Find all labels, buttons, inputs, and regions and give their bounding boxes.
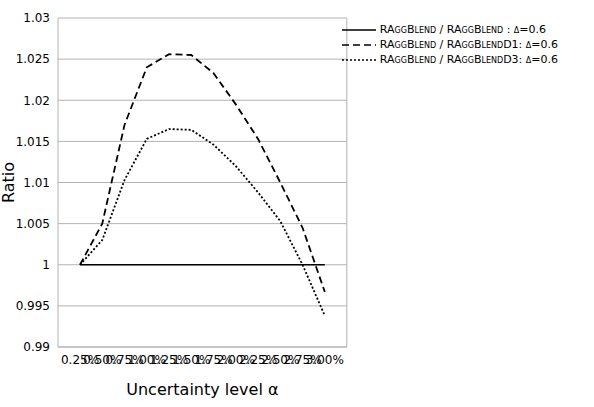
svg-text:2.75%: 2.75% bbox=[283, 352, 322, 367]
svg-text:Ratio: Ratio bbox=[8, 162, 18, 203]
svg-text:3.00%: 3.00% bbox=[306, 353, 344, 367]
svg-text:1.01: 1.01 bbox=[23, 176, 50, 190]
svg-text:Uncertainty level α: Uncertainty level α bbox=[126, 380, 278, 399]
svg-text:0.50%: 0.50% bbox=[83, 352, 122, 367]
html-text:RAggBlend / RAggBlendD1: δ=0.6: RAggBlend / RAggBlendD1: δ=0.6 bbox=[379, 38, 558, 51]
svg-text:1.015: 1.015 bbox=[16, 135, 50, 149]
html-text:RAggBlend / RAggBlendD3: δ=0.6: RAggBlend / RAggBlendD3: δ=0.6 bbox=[379, 53, 558, 66]
svg-text:1.75%: 1.75% bbox=[194, 352, 233, 367]
svg-text:1: 1 bbox=[42, 258, 50, 272]
svg-text:1.025: 1.025 bbox=[16, 52, 50, 66]
svg-text:1.00%: 1.00% bbox=[127, 352, 166, 367]
svg-text:1.005: 1.005 bbox=[16, 217, 50, 231]
svg-text:2.50%: 2.50% bbox=[261, 352, 300, 367]
svg-text:0.25%: 0.25% bbox=[60, 352, 100, 367]
svg-text:1.50%: 1.50% bbox=[172, 352, 211, 367]
svg-text:0.995: 0.995 bbox=[16, 299, 50, 313]
html-text:RAggBlend / RAggBlend : δ=0.6: RAggBlend / RAggBlend : δ=0.6 bbox=[379, 23, 546, 36]
svg-text:1.03: 1.03 bbox=[23, 11, 50, 25]
svg-text:0.75%: 0.75% bbox=[105, 352, 144, 367]
svg-text:2.00%: 2.00% bbox=[216, 352, 255, 367]
svg-text:0.99: 0.99 bbox=[23, 340, 50, 354]
svg-text:2.25%: 2.25% bbox=[239, 352, 278, 367]
svg-text:1.25%: 1.25% bbox=[150, 352, 189, 367]
svg-text:1.02: 1.02 bbox=[23, 94, 50, 108]
